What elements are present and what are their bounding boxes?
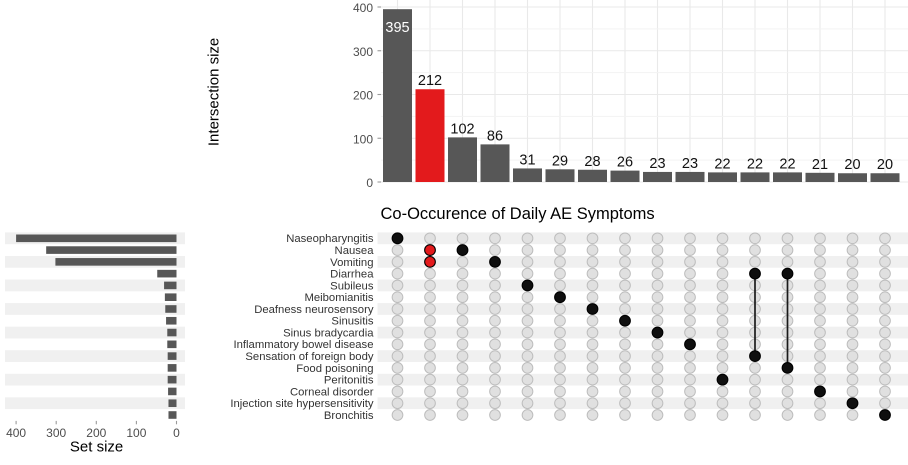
svg-text:Bronchitis: Bronchitis (324, 410, 374, 422)
svg-text:31: 31 (519, 152, 535, 168)
svg-text:Peritonitis: Peritonitis (324, 375, 374, 387)
svg-text:400: 400 (353, 1, 373, 15)
svg-text:22: 22 (714, 156, 730, 172)
svg-text:Set size: Set size (70, 439, 123, 456)
svg-text:20: 20 (844, 157, 860, 173)
svg-text:Diarrhea: Diarrhea (330, 269, 374, 281)
svg-text:Inflammatory bowel disease: Inflammatory bowel disease (233, 339, 373, 351)
svg-text:300: 300 (353, 45, 373, 59)
svg-text:22: 22 (779, 156, 795, 172)
svg-text:Subileus: Subileus (330, 280, 374, 292)
svg-text:Meibomianitis: Meibomianitis (304, 292, 373, 304)
svg-text:Corneal disorder: Corneal disorder (290, 386, 374, 398)
svg-text:Intersection size: Intersection size (205, 38, 222, 146)
svg-text:Co-Occurence of Daily AE Sympt: Co-Occurence of Daily AE Symptoms (381, 205, 655, 223)
svg-text:21: 21 (812, 157, 828, 173)
svg-text:Naseopharyngitis: Naseopharyngitis (286, 233, 374, 245)
svg-text:23: 23 (682, 156, 698, 172)
svg-text:29: 29 (552, 153, 568, 169)
svg-text:Vomiting: Vomiting (330, 257, 373, 269)
svg-text:28: 28 (584, 154, 600, 170)
svg-text:200: 200 (353, 89, 373, 103)
svg-text:86: 86 (487, 128, 503, 144)
svg-text:23: 23 (649, 156, 665, 172)
svg-text:Food poisoning: Food poisoning (296, 363, 373, 375)
svg-text:Injection site hypersensitivit: Injection site hypersensitivity (230, 398, 374, 410)
svg-text:Sensation of foreign body: Sensation of foreign body (245, 351, 373, 363)
svg-text:395: 395 (385, 20, 409, 36)
svg-text:400: 400 (6, 426, 26, 440)
svg-text:Sinus bradycardia: Sinus bradycardia (283, 327, 374, 339)
svg-text:300: 300 (46, 426, 66, 440)
svg-text:0: 0 (366, 176, 373, 190)
svg-text:Deafness neurosensory: Deafness neurosensory (254, 304, 374, 316)
svg-text:22: 22 (747, 156, 763, 172)
svg-text:102: 102 (450, 121, 474, 137)
svg-text:20: 20 (877, 157, 893, 173)
svg-text:26: 26 (617, 155, 633, 171)
svg-text:Sinusitis: Sinusitis (331, 316, 373, 328)
svg-text:100: 100 (126, 426, 146, 440)
svg-text:0: 0 (173, 426, 180, 440)
svg-text:212: 212 (418, 73, 442, 89)
svg-text:100: 100 (353, 132, 373, 146)
svg-text:Nausea: Nausea (335, 245, 375, 257)
